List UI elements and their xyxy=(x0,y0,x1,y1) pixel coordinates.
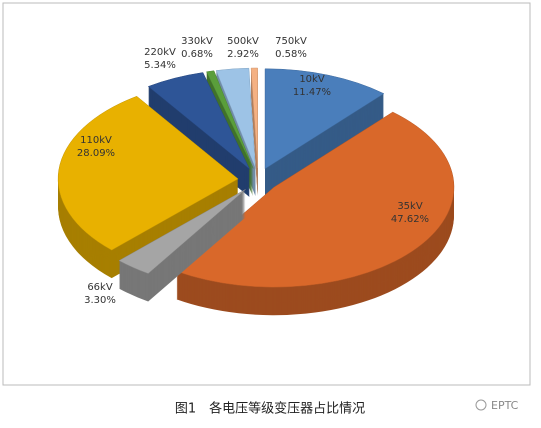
slice xyxy=(57,95,239,251)
slice-side-layer xyxy=(206,72,254,171)
slice-side-layer xyxy=(206,76,254,175)
slice xyxy=(206,70,254,169)
slice-value-label: 0.58% xyxy=(275,49,307,60)
slice-side-layer xyxy=(206,74,254,173)
slice-value-label: 28.09% xyxy=(77,148,115,159)
watermark-icon xyxy=(475,399,487,411)
slice-value-label: 47.62% xyxy=(391,214,429,225)
slice-category-label: 35kV xyxy=(397,201,423,212)
slice xyxy=(215,67,256,169)
slice xyxy=(250,67,258,169)
pie xyxy=(57,67,455,316)
slice-category-label: 500kV xyxy=(227,36,259,47)
caption: 图1 各电压等级变压器占比情况 xyxy=(175,401,365,417)
slice-side-layer xyxy=(206,77,254,176)
slice xyxy=(147,72,250,170)
slice-category-label: 110kV xyxy=(80,135,112,146)
watermark: EPTC xyxy=(491,399,519,412)
slice-side-layer xyxy=(206,75,254,174)
slice-value-label: 0.68% xyxy=(181,49,213,60)
slice-value-label: 2.92% xyxy=(227,49,259,60)
slice xyxy=(118,189,246,274)
slice-category-label: 220kV xyxy=(144,47,176,58)
slice-value-label: 11.47% xyxy=(293,87,331,98)
slice-value-label: 3.30% xyxy=(84,295,116,306)
slice-value-label: 5.34% xyxy=(144,60,176,71)
slice-category-label: 750kV xyxy=(275,36,307,47)
slice-category-label: 330kV xyxy=(181,36,213,47)
slice-side-layer xyxy=(206,73,254,172)
slice-category-label: 10kV xyxy=(299,74,325,85)
slice-category-label: 66kV xyxy=(87,282,113,293)
slice xyxy=(176,111,455,288)
slice xyxy=(264,68,385,170)
